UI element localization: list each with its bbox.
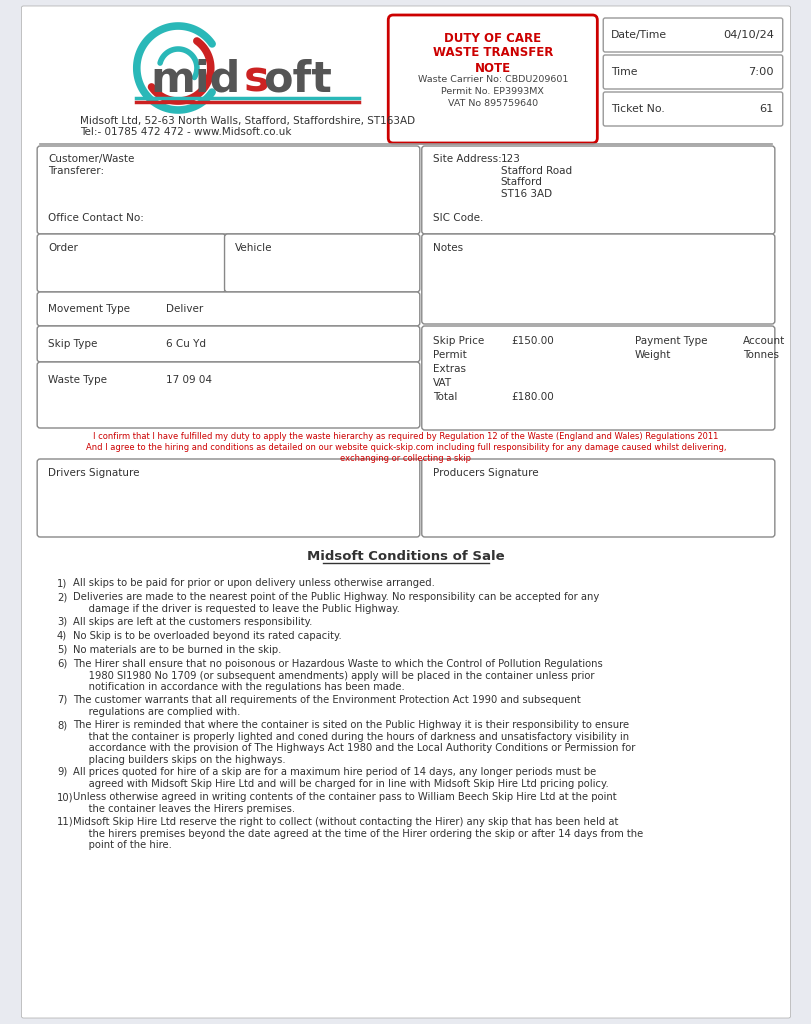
Text: I confirm that I have fulfilled my duty to apply the waste hierarchy as required: I confirm that I have fulfilled my duty … (93, 432, 718, 441)
Text: WASTE TRANSFER: WASTE TRANSFER (432, 46, 552, 59)
Text: Midsoft Skip Hire Ltd reserve the right to collect (without contacting the Hirer: Midsoft Skip Hire Ltd reserve the right … (72, 817, 642, 850)
Text: 10): 10) (57, 792, 73, 802)
FancyBboxPatch shape (421, 234, 774, 324)
Text: 9): 9) (57, 767, 67, 777)
Text: Movement Type: Movement Type (48, 304, 130, 314)
Text: Site Address:: Site Address: (432, 154, 500, 164)
Text: SIC Code.: SIC Code. (432, 213, 483, 223)
Text: All prices quoted for hire of a skip are for a maximum hire period of 14 days, a: All prices quoted for hire of a skip are… (72, 767, 607, 788)
Text: Date/Time: Date/Time (611, 30, 667, 40)
FancyBboxPatch shape (603, 55, 782, 89)
Text: s: s (243, 59, 268, 101)
Text: No materials are to be burned in the skip.: No materials are to be burned in the ski… (72, 645, 281, 655)
FancyBboxPatch shape (37, 362, 419, 428)
Text: 7:00: 7:00 (747, 67, 773, 77)
Text: Time: Time (611, 67, 637, 77)
Text: Tel:- 01785 472 472 - www.Midsoft.co.uk: Tel:- 01785 472 472 - www.Midsoft.co.uk (79, 127, 290, 137)
Text: 17 09 04: 17 09 04 (166, 375, 212, 385)
Text: Extras: Extras (432, 364, 465, 374)
Text: And I agree to the hiring and conditions as detailed on our website quick-skip.c: And I agree to the hiring and conditions… (86, 443, 725, 452)
Text: Midsoft Ltd, 52-63 North Walls, Stafford, Staffordshire, ST163AD: Midsoft Ltd, 52-63 North Walls, Stafford… (79, 116, 414, 126)
Text: £150.00: £150.00 (511, 336, 554, 346)
Text: Account: Account (742, 336, 784, 346)
Text: NOTE: NOTE (474, 61, 510, 75)
Text: Deliveries are made to the nearest point of the Public Highway. No responsibilit: Deliveries are made to the nearest point… (72, 592, 599, 613)
Text: All skips to be paid for prior or upon delivery unless otherwise arranged.: All skips to be paid for prior or upon d… (72, 578, 434, 588)
Text: No Skip is to be overloaded beyond its rated capacity.: No Skip is to be overloaded beyond its r… (72, 631, 341, 641)
Text: The Hirer is reminded that where the container is sited on the Public Highway it: The Hirer is reminded that where the con… (72, 720, 634, 765)
Text: mid: mid (150, 59, 240, 101)
FancyBboxPatch shape (225, 234, 419, 292)
Text: Skip Type: Skip Type (48, 339, 97, 349)
Text: 6 Cu Yd: 6 Cu Yd (166, 339, 206, 349)
Text: Total: Total (432, 392, 457, 402)
Text: Midsoft Conditions of Sale: Midsoft Conditions of Sale (307, 550, 504, 563)
Text: Customer/Waste
Transferer:: Customer/Waste Transferer: (48, 154, 134, 175)
Text: Permit: Permit (432, 350, 466, 360)
FancyBboxPatch shape (421, 146, 774, 234)
FancyBboxPatch shape (421, 326, 774, 430)
Text: The Hirer shall ensure that no poisonous or Hazardous Waste to which the Control: The Hirer shall ensure that no poisonous… (72, 659, 602, 692)
Text: Unless otherwise agreed in writing contents of the container pass to William Bee: Unless otherwise agreed in writing conte… (72, 792, 616, 814)
Text: Skip Price: Skip Price (432, 336, 483, 346)
Text: 6): 6) (57, 659, 67, 669)
Text: Vehicle: Vehicle (235, 243, 272, 253)
Text: 3): 3) (57, 617, 67, 627)
Text: 1): 1) (57, 578, 67, 588)
FancyBboxPatch shape (37, 292, 419, 326)
FancyBboxPatch shape (388, 15, 597, 143)
Text: £180.00: £180.00 (511, 392, 554, 402)
Text: All skips are left at the customers responsibility.: All skips are left at the customers resp… (72, 617, 311, 627)
Text: Weight: Weight (634, 350, 671, 360)
Text: Drivers Signature: Drivers Signature (48, 468, 139, 478)
Text: 2): 2) (57, 592, 67, 602)
Text: Permit No. EP3993MX: Permit No. EP3993MX (441, 87, 543, 96)
FancyBboxPatch shape (37, 146, 419, 234)
Text: Notes: Notes (432, 243, 462, 253)
Text: Payment Type: Payment Type (634, 336, 706, 346)
Text: DUTY OF CARE: DUTY OF CARE (444, 32, 541, 44)
FancyBboxPatch shape (603, 92, 782, 126)
Text: 8): 8) (57, 720, 67, 730)
Text: Ticket No.: Ticket No. (611, 104, 664, 114)
Text: 11): 11) (57, 817, 74, 827)
Text: VAT: VAT (432, 378, 451, 388)
Text: oft: oft (263, 59, 332, 101)
Text: Tonnes: Tonnes (742, 350, 779, 360)
Text: Waste Carrier No: CBDU209601: Waste Carrier No: CBDU209601 (417, 76, 567, 85)
FancyBboxPatch shape (37, 234, 225, 292)
Text: 4): 4) (57, 631, 67, 641)
FancyBboxPatch shape (21, 6, 790, 1018)
Text: Deliver: Deliver (166, 304, 204, 314)
Text: Order: Order (48, 243, 78, 253)
Text: 5): 5) (57, 645, 67, 655)
Text: VAT No 895759640: VAT No 895759640 (447, 99, 537, 109)
FancyBboxPatch shape (37, 326, 419, 362)
Text: The customer warrants that all requirements of the Environment Protection Act 19: The customer warrants that all requireme… (72, 695, 580, 717)
Text: exchanging or collecting a skip: exchanging or collecting a skip (340, 454, 471, 463)
Text: Waste Type: Waste Type (48, 375, 107, 385)
FancyBboxPatch shape (37, 459, 419, 537)
Text: Office Contact No:: Office Contact No: (48, 213, 144, 223)
Text: 123
Stafford Road
Stafford
ST16 3AD: 123 Stafford Road Stafford ST16 3AD (500, 154, 571, 199)
Text: 7): 7) (57, 695, 67, 705)
FancyBboxPatch shape (603, 18, 782, 52)
Text: 61: 61 (758, 104, 773, 114)
Text: Producers Signature: Producers Signature (432, 468, 538, 478)
FancyBboxPatch shape (421, 459, 774, 537)
Text: 04/10/24: 04/10/24 (722, 30, 773, 40)
